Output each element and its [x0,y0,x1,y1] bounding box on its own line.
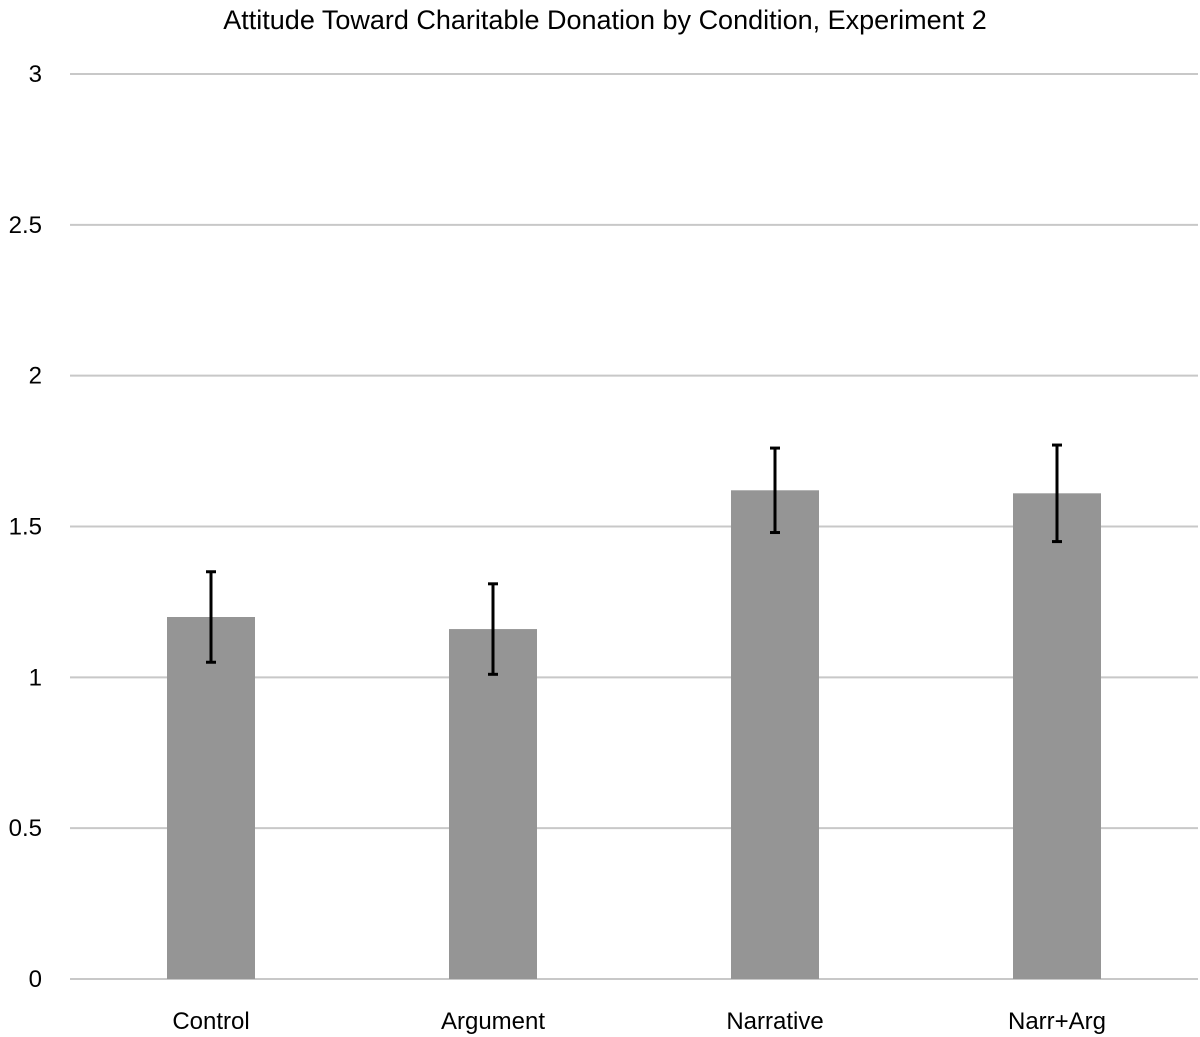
error-bars [206,443,1062,676]
y-tick-label: 3 [29,61,42,88]
y-tick-label: 0 [29,966,42,993]
y-tick-label: 1.5 [9,514,42,541]
bar [731,490,819,979]
bar [167,617,255,979]
y-axis-tick-labels: 0 0.5 1 1.5 2 2.5 3 [9,61,42,993]
x-tick-label: Narrative [726,1008,823,1035]
y-tick-label: 1 [29,664,42,691]
y-tick-label: 2 [29,363,42,390]
y-tick-label: 0.5 [9,815,42,842]
gridlines [70,73,1198,980]
bars [167,490,1101,979]
x-tick-label: Argument [441,1008,545,1035]
y-tick-label: 2.5 [9,212,42,239]
x-axis-tick-labels: Control Argument Narrative Narr+Arg [172,1008,1106,1035]
x-tick-label: Narr+Arg [1008,1008,1106,1035]
bar [1013,493,1101,979]
x-tick-label: Control [172,1008,249,1035]
chart-title: Attitude Toward Charitable Donation by C… [223,5,987,35]
bar [449,629,537,979]
